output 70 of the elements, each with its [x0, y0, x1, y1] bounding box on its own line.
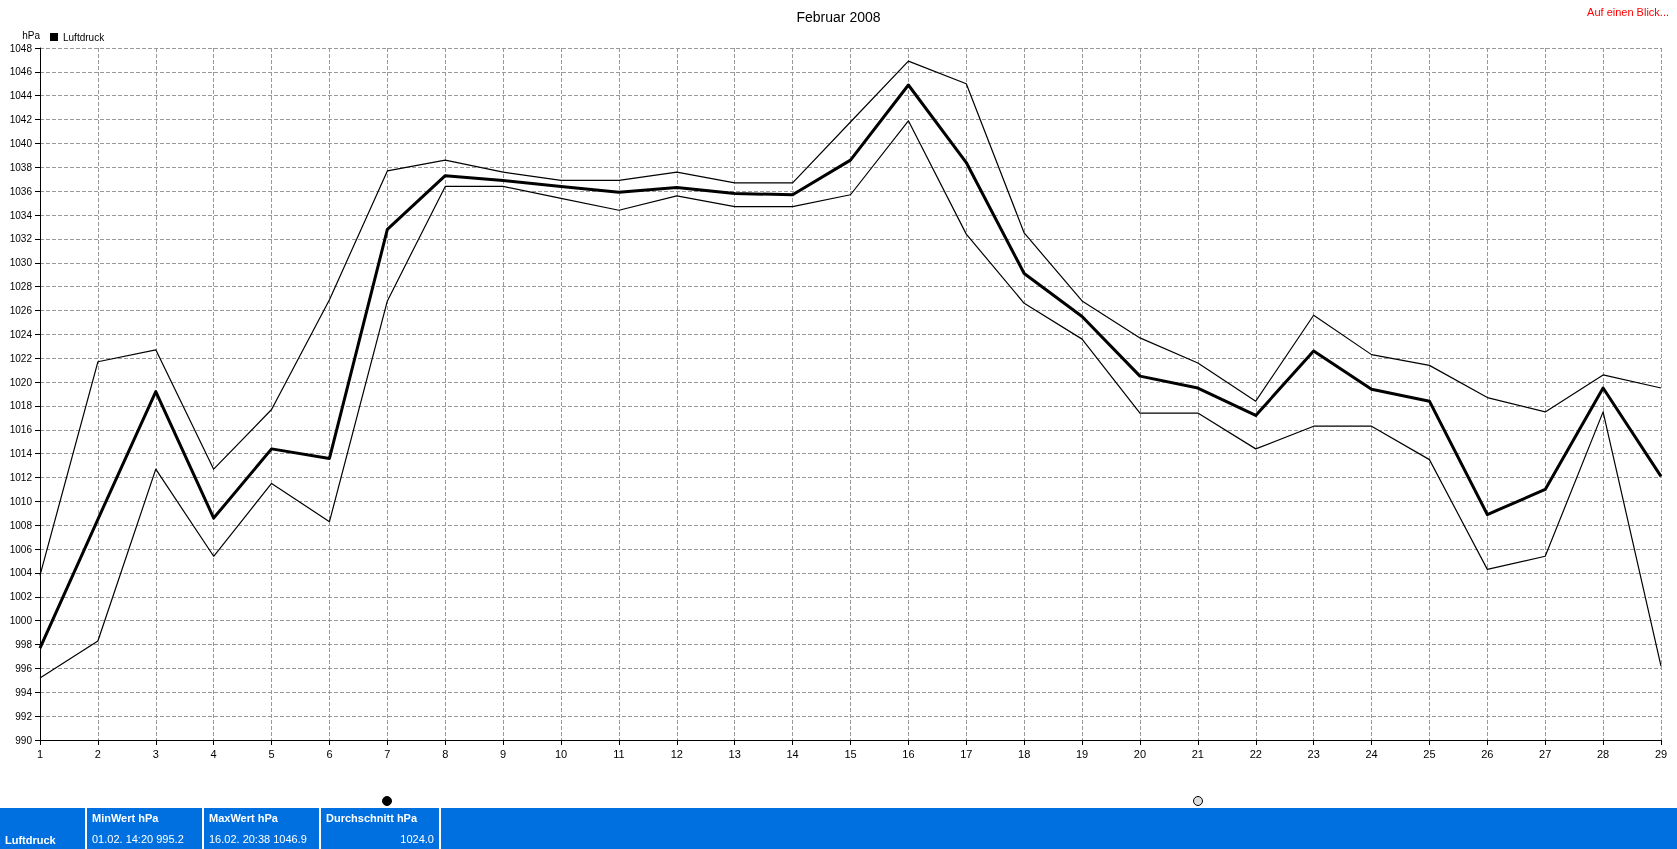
legend-label: Luftdruck — [63, 31, 106, 43]
text: Luftdruck — [0, 808, 87, 849]
x-tick-label: 22 — [1249, 747, 1262, 760]
x-tick-label: 23 — [1307, 747, 1320, 760]
y-tick-label: 1018 — [9, 400, 33, 412]
x-tick-label: 1 — [36, 747, 44, 760]
text: Durchschnitt hPa — [326, 812, 419, 824]
y-tick-label: 1030 — [9, 257, 33, 269]
y-tick-label: 1038 — [9, 161, 33, 173]
x-tick-label: 7 — [384, 747, 391, 760]
x-tick-label: 28 — [1596, 747, 1610, 760]
y-tick-label: 994 — [15, 686, 33, 698]
y-tick-label: 1040 — [9, 137, 33, 149]
x-tick-label: 12 — [670, 747, 683, 760]
y-tick-label: 992 — [15, 710, 33, 722]
x-tick-label: 13 — [728, 747, 741, 760]
y-tick-label: 1024 — [9, 328, 33, 340]
x-tick-label: 26 — [1481, 747, 1494, 760]
y-tick-label: 1002 — [9, 591, 33, 603]
y-tick-label: 1022 — [9, 352, 33, 364]
y-tick-label: 1048 — [9, 42, 33, 54]
x-tick-label: 20 — [1133, 747, 1147, 760]
y-tick-label: 1012 — [9, 472, 33, 484]
x-tick-label: 15 — [844, 747, 857, 760]
x-tick-label: 29 — [1654, 747, 1668, 760]
x-tick-label: 11 — [613, 747, 625, 760]
text: MinWert hPa — [92, 812, 160, 824]
x-tick-label: 14 — [786, 747, 799, 760]
y-tick-label: 1026 — [9, 304, 33, 316]
x-tick-label: 6 — [326, 747, 333, 760]
chart-title: Februar 2008 — [796, 9, 881, 25]
text: 01.02. 14:20 995.2 — [92, 833, 185, 845]
x-tick-label: 21 — [1191, 747, 1204, 760]
text: MaxWert hPa — [209, 812, 279, 824]
x-tick-label: 27 — [1539, 747, 1552, 760]
x-tick-label: 2 — [94, 747, 101, 760]
x-tick-label: 17 — [960, 747, 973, 760]
x-tick-label: 8 — [442, 747, 449, 760]
x-tick-label: 10 — [554, 747, 568, 760]
y-tick-label: 1044 — [9, 90, 33, 102]
x-tick-label: 24 — [1365, 747, 1378, 760]
y-tick-label: 996 — [15, 662, 33, 674]
x-tick-label: 9 — [500, 747, 507, 760]
y-tick-label: 1006 — [9, 543, 33, 555]
y-tick-label: 1008 — [9, 519, 33, 531]
y-tick-label: 1010 — [9, 495, 33, 507]
y-tick-label: 1014 — [9, 448, 33, 460]
text: Auf einen Blick... — [1587, 6, 1669, 18]
y-tick-label: 998 — [15, 639, 33, 651]
y-tick-label: 1032 — [9, 233, 33, 245]
y-tick-label: 1000 — [9, 615, 33, 627]
y-tick-label: 1036 — [9, 185, 33, 197]
y-tick-label: 1016 — [9, 424, 33, 436]
x-tick-label: 5 — [268, 747, 275, 760]
y-tick-label: 1046 — [9, 66, 33, 78]
y-tick-label: 1034 — [9, 209, 33, 221]
text: 1024.0 — [399, 833, 434, 845]
y-tick-label: 1020 — [9, 376, 33, 388]
x-tick-label: 16 — [902, 747, 915, 760]
y-tick-label: 1004 — [9, 567, 33, 579]
x-tick-label: 4 — [210, 747, 217, 760]
y-tick-label: 1042 — [9, 114, 33, 126]
x-tick-label: 25 — [1423, 747, 1436, 760]
y-axis-title: hPa — [22, 29, 41, 41]
x-tick-label: 18 — [1018, 747, 1031, 760]
text: 16.02. 20:38 1046.9 — [209, 833, 308, 845]
x-tick-label: 19 — [1075, 747, 1089, 760]
y-tick-label: 990 — [15, 734, 33, 746]
y-tick-label: 1028 — [9, 281, 33, 293]
x-tick-label: 3 — [152, 747, 159, 760]
